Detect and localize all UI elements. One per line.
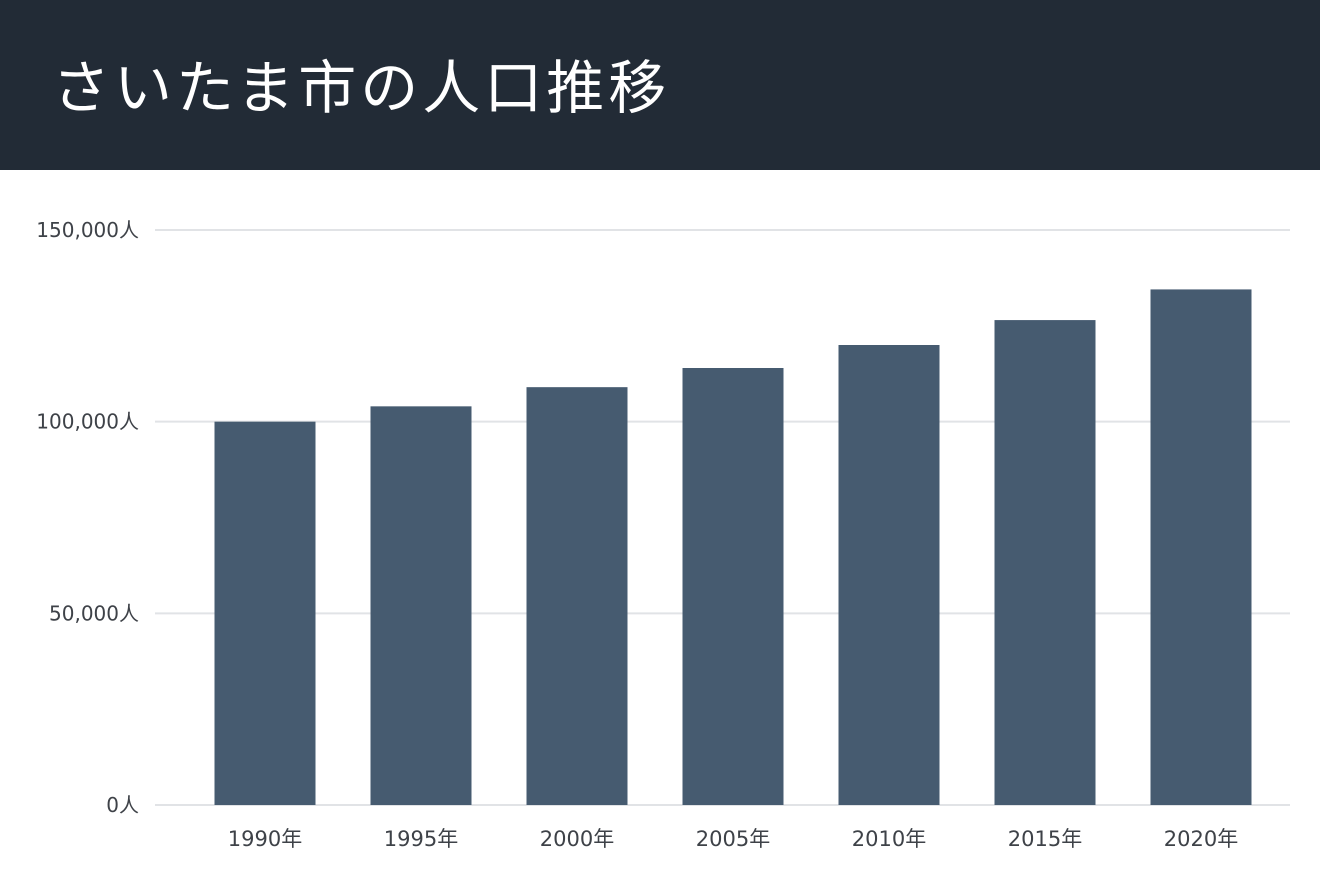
page-title: さいたま市の人口推移 bbox=[52, 54, 671, 122]
bars bbox=[214, 289, 1252, 806]
bar bbox=[214, 421, 316, 805]
population-bar-chart: 0人 50,000人 100,000人 150,000人 1990年 1995年 2000… bbox=[36, 218, 1290, 851]
x-category-label: 2015年 bbox=[1008, 827, 1082, 851]
x-category-label: 1995年 bbox=[384, 827, 458, 851]
x-category-label: 2005年 bbox=[696, 827, 770, 851]
x-category-label: 1990年 bbox=[228, 827, 302, 851]
x-category-label: 2010年 bbox=[852, 827, 926, 851]
y-tick-label: 100,000人 bbox=[36, 410, 139, 434]
x-category-label: 2000年 bbox=[540, 827, 614, 851]
y-tick-label: 150,000人 bbox=[36, 218, 139, 242]
y-tick-label: 50,000人 bbox=[49, 601, 139, 625]
bar bbox=[370, 406, 472, 805]
y-axis-tick-labels: 0人 50,000人 100,000人 150,000人 bbox=[36, 218, 139, 817]
x-category-label: 2020年 bbox=[1164, 827, 1238, 851]
bar bbox=[1150, 289, 1252, 806]
x-axis-category-labels: 1990年 1995年 2000年 2005年 2010年 2015年 2020年 bbox=[228, 827, 1238, 851]
bar bbox=[682, 368, 784, 805]
bar bbox=[526, 387, 628, 805]
bar bbox=[838, 345, 940, 805]
bar bbox=[994, 320, 1096, 805]
header-bar: さいたま市の人口推移 bbox=[0, 0, 1320, 170]
y-tick-label: 0人 bbox=[106, 793, 139, 817]
